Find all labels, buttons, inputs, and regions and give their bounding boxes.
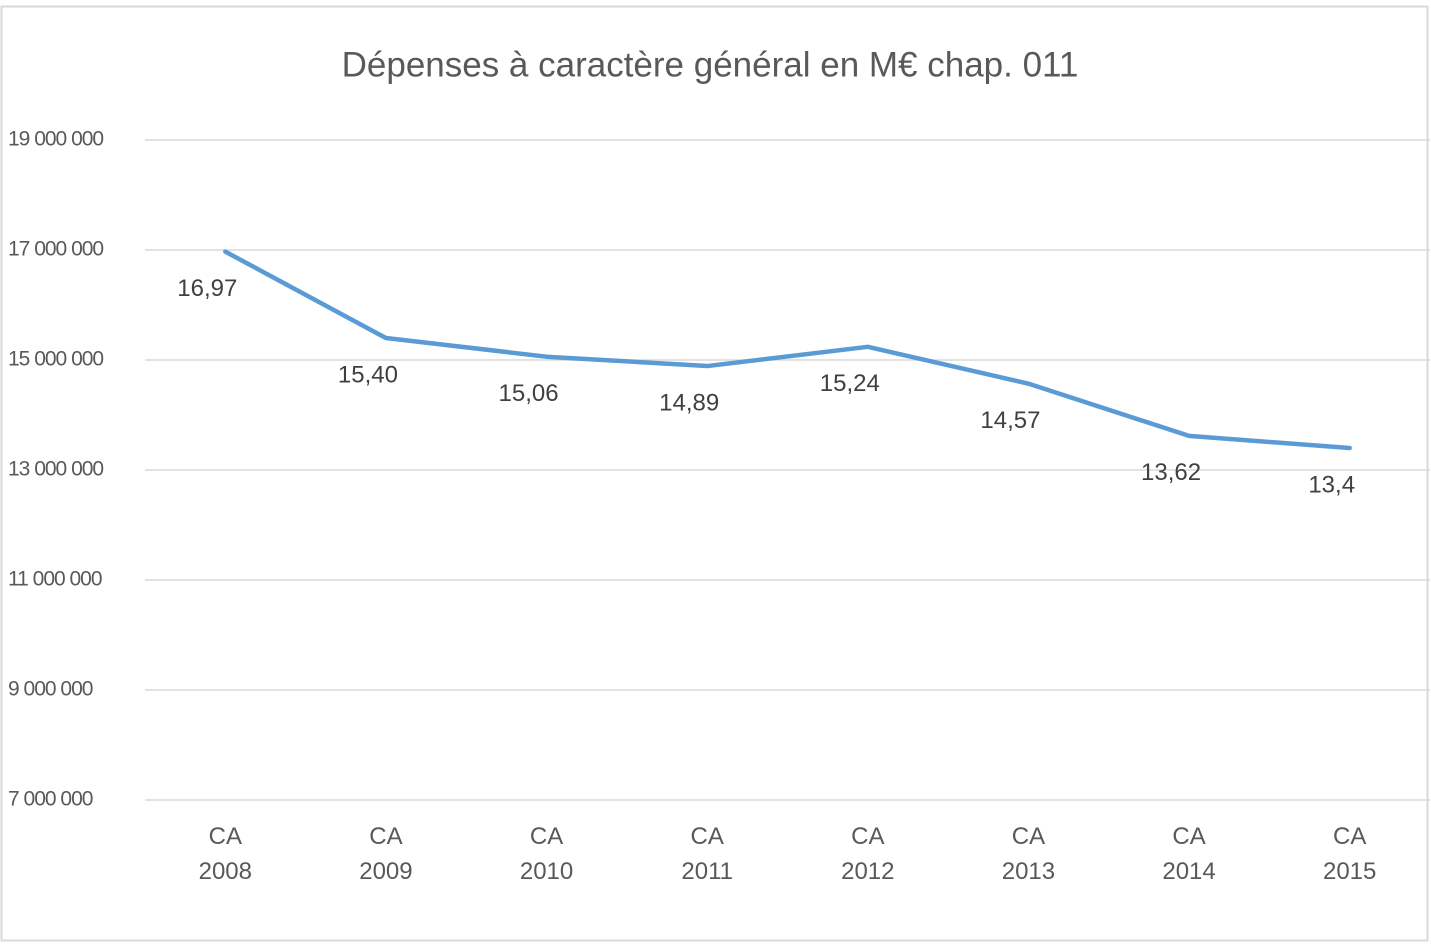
x-tick-label: CA 2010 — [520, 823, 573, 885]
data-label: 14,89 — [659, 389, 719, 416]
y-tick-label: 13 000 000 — [8, 458, 103, 481]
x-tick-label: CA 2012 — [841, 823, 894, 885]
chart-border — [0, 5, 1429, 942]
y-tick-label: 15 000 000 — [8, 348, 103, 371]
y-tick-label: 17 000 000 — [8, 238, 103, 261]
x-tick-label: CA 2015 — [1323, 823, 1376, 885]
data-label: 15,24 — [820, 370, 880, 397]
x-tick-label: CA 2013 — [1002, 823, 1055, 885]
data-label: 13,62 — [1141, 459, 1201, 486]
y-tick-label: 11 000 000 — [8, 568, 102, 591]
data-label: 15,06 — [499, 380, 559, 407]
data-label: 13,4 — [1308, 471, 1355, 498]
y-tick-label: 19 000 000 — [8, 128, 103, 151]
data-label: 15,40 — [338, 361, 398, 388]
data-label: 14,57 — [980, 407, 1040, 434]
y-tick-label: 9 000 000 — [8, 678, 93, 701]
x-tick-label: CA 2008 — [199, 823, 252, 885]
y-tick-label: 7 000 000 — [8, 788, 93, 811]
x-tick-label: CA 2014 — [1162, 823, 1215, 885]
line-series — [223, 249, 1352, 451]
x-tick-label: CA 2009 — [359, 823, 412, 885]
data-label: 16,97 — [177, 275, 237, 302]
chart-title: Dépenses à caractère général en M€ chap.… — [342, 45, 1079, 84]
x-tick-label: CA 2011 — [681, 823, 733, 885]
